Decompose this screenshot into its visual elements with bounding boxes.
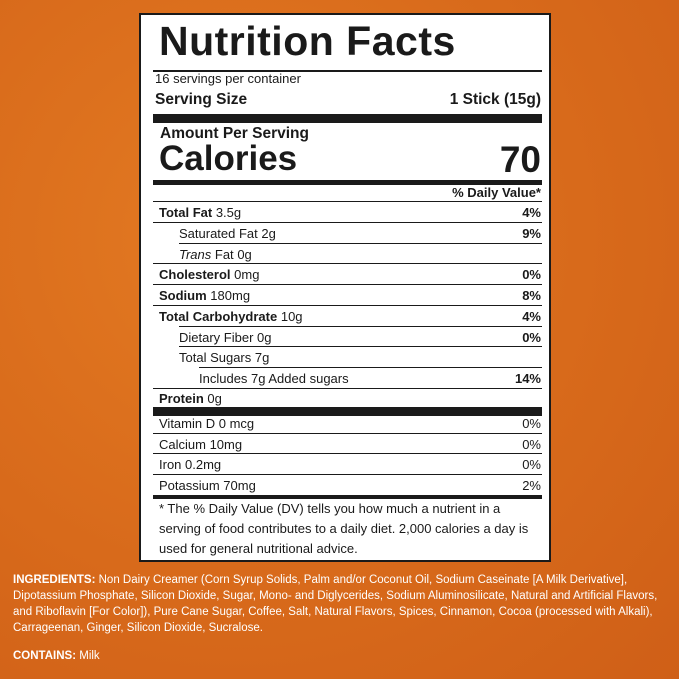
vitamin-row-potassium: Potassium 70mg 2% <box>159 477 541 493</box>
serving-size-label: Serving Size <box>155 91 248 108</box>
daily-value-header: % Daily Value* <box>452 185 541 200</box>
dv-percent: 0% <box>522 266 541 282</box>
divider <box>153 70 542 72</box>
dv-percent: 9% <box>522 225 541 241</box>
ingredients-heading: INGREDIENTS: <box>13 574 96 586</box>
servings-per-container: 16 servings per container <box>155 71 301 86</box>
ingredients-text: Non Dairy Creamer (Corn Syrup Solids, Pa… <box>13 574 658 634</box>
divider <box>179 243 542 244</box>
vitamin-row-iron: Iron 0.2mg 0% <box>159 456 541 472</box>
dv-percent: 8% <box>522 287 541 303</box>
serving-size-value: 1 Stick (15g) <box>449 91 541 108</box>
amount-per-serving: Amount Per Serving <box>160 125 309 142</box>
contains-heading: CONTAINS: <box>13 650 77 662</box>
nutrient-row-dietary-fiber: Dietary Fiber 0g 0% <box>179 329 541 345</box>
nutrient-row-total-carbohydrate: Total Carbohydrate 10g 4% <box>159 308 541 324</box>
divider <box>153 305 542 306</box>
divider <box>153 284 542 285</box>
calories-row: Calories 70 <box>159 141 541 178</box>
vitamin-row-calcium: Calcium 10mg 0% <box>159 436 541 452</box>
divider <box>153 201 542 202</box>
label-title: Nutrition Facts <box>159 18 456 64</box>
divider <box>153 433 542 434</box>
divider <box>153 453 542 454</box>
divider <box>153 263 542 264</box>
calories-label: Calories <box>159 139 298 178</box>
nutrient-row-protein: Protein 0g <box>159 390 222 406</box>
nutrient-row-total-sugars: Total Sugars 7g <box>179 349 270 365</box>
dv-percent: 0% <box>522 329 541 345</box>
medium-divider <box>153 495 542 499</box>
serving-size-row: Serving Size 1 Stick (15g) <box>155 91 541 109</box>
daily-value-footnote: * The % Daily Value (DV) tells you how m… <box>159 501 529 556</box>
dv-percent: 14% <box>514 370 541 386</box>
thick-divider <box>153 114 542 123</box>
contains-text: Milk <box>79 650 100 662</box>
divider <box>153 474 542 475</box>
thick-divider <box>153 407 542 416</box>
nutrient-row-cholesterol: Cholesterol 0mg 0% <box>159 266 541 282</box>
nutrient-row-sodium: Sodium 180mg 8% <box>159 287 541 303</box>
calories-value: 70 <box>499 139 541 180</box>
medium-divider <box>153 180 542 185</box>
nutrient-row-saturated-fat: Saturated Fat 2g 9% <box>179 225 541 241</box>
ingredients-statement: INGREDIENTS: Non Dairy Creamer (Corn Syr… <box>13 572 669 636</box>
nutrient-row-added-sugars: Includes 7g Added sugars 14% <box>199 370 541 386</box>
divider <box>179 346 542 347</box>
divider <box>199 367 542 368</box>
dv-percent: 4% <box>522 308 541 324</box>
divider <box>153 222 542 223</box>
divider <box>179 326 542 327</box>
nutrition-facts-panel: Nutrition Facts 16 servings per containe… <box>139 13 551 562</box>
divider <box>153 388 542 389</box>
nutrient-row-total-fat: Total Fat 3.5g 4% <box>159 204 541 220</box>
nutrient-row-trans-fat: Trans Fat 0g <box>179 246 252 262</box>
vitamin-row-vitamin-d: Vitamin D 0 mcg 0% <box>159 415 541 431</box>
allergen-statement: CONTAINS: Milk <box>13 650 100 662</box>
dv-percent: 4% <box>522 204 541 220</box>
